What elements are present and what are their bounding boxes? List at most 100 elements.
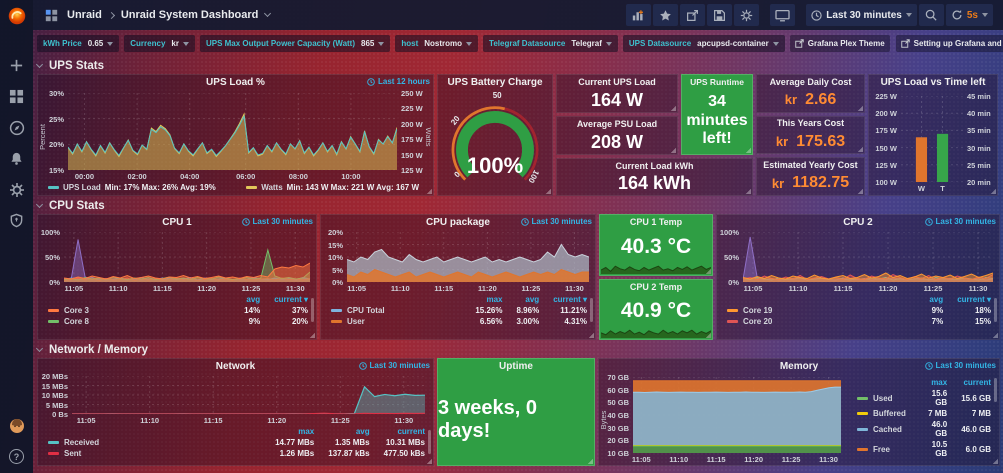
legend-scrollbar[interactable] — [994, 378, 997, 402]
panel-time-range[interactable]: Last 30 minutes — [241, 217, 313, 226]
alerting-bell-icon[interactable] — [8, 150, 25, 167]
legend-scrollbar[interactable] — [590, 298, 593, 322]
legend-series-name[interactable]: User — [331, 317, 461, 326]
panel-title[interactable]: Average PSU Load — [576, 118, 658, 129]
panel-title[interactable]: Memory — [779, 361, 819, 372]
panel-title[interactable]: CPU package — [426, 217, 490, 228]
legend-value: 10.5 GB — [931, 440, 948, 458]
panel-time-range[interactable]: Last 30 minutes — [520, 217, 592, 226]
legend-column-header[interactable]: avg — [246, 295, 261, 304]
breadcrumb-app[interactable]: Unraid — [67, 9, 102, 21]
refresh-button[interactable]: 5s — [945, 4, 993, 26]
panel-title[interactable]: CPU 2 — [843, 217, 873, 228]
legend-scrollbar[interactable] — [994, 298, 997, 322]
legend-series-watts[interactable]: Watts Min: 143 W Max: 221 W Avg: 167 W — [246, 183, 419, 192]
legend-scrollbar[interactable] — [311, 298, 314, 322]
panel-title[interactable]: This Years Cost — [776, 118, 845, 129]
axis-tick: 15% — [327, 240, 343, 250]
share-button[interactable] — [680, 4, 706, 26]
legend-series-name[interactable]: Free — [857, 445, 907, 454]
variable-host[interactable]: host Nostromo — [395, 35, 479, 52]
add-panel-button[interactable] — [626, 4, 652, 26]
legend-series-name[interactable]: Core 3 — [48, 306, 230, 315]
star-button[interactable] — [653, 4, 679, 26]
panel-title[interactable]: Average Daily Cost — [769, 76, 852, 87]
panel-title[interactable]: CPU 1 Temp — [629, 217, 683, 227]
legend-column-header[interactable]: current — [963, 378, 991, 387]
legend-column-header[interactable]: max — [486, 295, 503, 304]
row-header-network-memory[interactable]: Network / Memory — [35, 342, 1000, 357]
legend-column-header[interactable]: avg — [355, 427, 370, 436]
panel-time-range[interactable]: Last 30 minutes — [358, 361, 430, 370]
panel-title[interactable]: UPS Runtime — [690, 76, 744, 87]
legend-column-header[interactable]: current ▾ — [957, 295, 991, 304]
panel-time-range[interactable]: Last 12 hours — [367, 77, 430, 86]
currency-prefix: kr — [784, 92, 798, 108]
panel-time-range[interactable]: Last 30 minutes — [924, 217, 996, 226]
panel-average-daily-cost: Average Daily Cost kr 2.66 — [756, 74, 865, 113]
panel-title[interactable]: CPU 1 — [162, 217, 192, 228]
legend-column-header[interactable]: current — [397, 427, 425, 436]
panel-title[interactable]: Current UPS Load — [578, 76, 656, 87]
explore-compass-icon[interactable] — [8, 119, 25, 136]
legend-column-header[interactable]: avg — [929, 295, 944, 304]
panel-title[interactable]: Estimated Yearly Cost — [763, 159, 858, 170]
legend-value: 15.6 GB — [931, 389, 948, 407]
link-grafana-plex-theme[interactable]: Grafana Plex Theme — [789, 35, 890, 52]
axis-tick: 11:05 — [64, 284, 84, 293]
legend-column-header[interactable]: max — [931, 378, 948, 387]
user-avatar[interactable] — [8, 417, 25, 434]
grafana-logo-icon[interactable] — [6, 5, 28, 32]
link-ups-monitoring-guide[interactable]: Setting up Grafana and InfluxDB for UPS … — [895, 35, 1003, 52]
cycle-view-mode-button[interactable] — [770, 4, 796, 26]
panel-title[interactable]: UPS Load vs Time left — [880, 77, 986, 88]
legend-column-header[interactable]: current ▾ — [553, 295, 587, 304]
legend-series-ups-load[interactable]: UPS Load Min: 17% Max: 26% Avg: 19% — [48, 183, 216, 192]
variable-currency[interactable]: Currency kr — [124, 35, 195, 52]
legend-column-header[interactable]: current ▾ — [274, 295, 308, 304]
configuration-gear-icon[interactable] — [8, 181, 25, 198]
save-button[interactable] — [707, 4, 733, 26]
settings-button[interactable] — [734, 4, 760, 26]
axis-tick: 40 min — [967, 109, 991, 119]
panel-title[interactable]: UPS Load % — [206, 77, 265, 88]
time-range-picker[interactable]: Last 30 minutes — [806, 4, 917, 26]
panel-title[interactable]: Uptime — [499, 361, 533, 372]
row-header-cpu-stats[interactable]: CPU Stats — [35, 198, 1000, 213]
legend-column-header[interactable]: avg — [525, 295, 540, 304]
legend-series-name[interactable]: Buffered — [857, 409, 907, 418]
legend-column-header[interactable]: max — [298, 427, 315, 436]
legend-series-name[interactable]: Sent — [48, 449, 261, 458]
axis-tick: 11:05 — [743, 284, 763, 293]
plus-icon[interactable] — [8, 57, 25, 74]
panel-title[interactable]: CPU 2 Temp — [629, 281, 683, 292]
legend-series-name[interactable]: Cached — [857, 425, 907, 434]
cpu2-temp-sparkline — [601, 325, 711, 338]
currency-prefix: kr — [771, 175, 785, 191]
breadcrumb-page-title[interactable]: Unraid System Dashboard — [120, 9, 259, 21]
panel-time-range[interactable]: Last 30 minutes — [924, 361, 996, 370]
variable-telegraf-datasource[interactable]: Telegraf Datasource Telegraf — [483, 35, 618, 52]
variable-ups-max-watt[interactable]: UPS Max Output Power Capacity (Watt) 865 — [199, 35, 391, 52]
legend-series-name[interactable]: Core 19 — [727, 306, 915, 315]
cpu-package-legend: max avg current ▾ CPU Total 15.26% 8.96% 11.21… — [321, 294, 595, 329]
legend-series-name[interactable]: Core 20 — [727, 317, 915, 326]
help-icon[interactable]: ? — [8, 448, 25, 465]
variable-kwh-price[interactable]: kWh Price 0.65 — [37, 35, 120, 52]
legend-series-name[interactable]: CPU Total — [331, 306, 461, 315]
panel-title[interactable]: UPS Battery Charge — [447, 77, 543, 88]
legend-series-name[interactable]: Received — [48, 438, 261, 447]
server-admin-shield-icon[interactable] — [8, 212, 25, 229]
panel-title[interactable]: Network — [215, 361, 256, 372]
dashboards-icon[interactable] — [8, 88, 25, 105]
variable-ups-datasource[interactable]: UPS Datasource apcupsd-container — [622, 35, 785, 52]
legend-series-name[interactable]: Core 8 — [48, 317, 230, 326]
dashboard-dropdown-icon[interactable] — [264, 9, 272, 18]
y-axis-label-right: Watts — [424, 127, 433, 146]
legend-value: 9% — [931, 306, 944, 315]
row-header-ups-stats[interactable]: UPS Stats — [35, 58, 1000, 73]
zoom-out-button[interactable] — [918, 4, 944, 26]
legend-scrollbar[interactable] — [428, 430, 431, 454]
legend-series-name[interactable]: Used — [857, 394, 907, 403]
panel-title[interactable]: Current Load kWh — [615, 160, 694, 171]
